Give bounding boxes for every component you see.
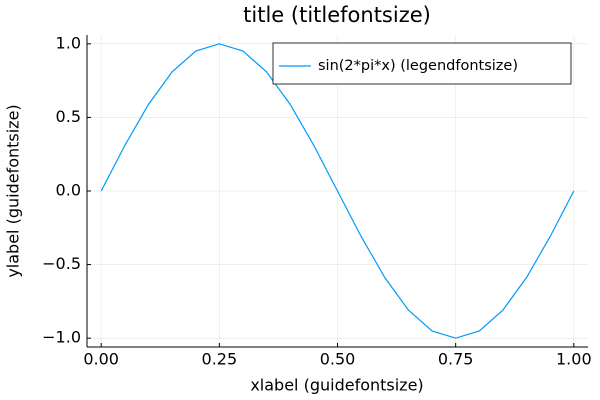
y-tick-label: −0.5: [42, 254, 81, 273]
x-axis-label: xlabel (guidefontsize): [250, 376, 423, 395]
y-tick-label: 0.5: [56, 107, 81, 126]
x-tick-label: 0.25: [202, 350, 238, 369]
legend-label: sin(2*pi*x) (legendfontsize): [318, 58, 518, 74]
x-tick-label: 0.00: [83, 350, 119, 369]
x-tick-label: 0.75: [438, 350, 474, 369]
y-tick-label: −1.0: [42, 328, 81, 347]
y-tick-label: 0.0: [56, 181, 81, 200]
chart-title: title (titlefontsize): [243, 3, 431, 27]
x-tick-label: 0.50: [320, 350, 356, 369]
legend-box: [272, 42, 572, 85]
series-line: [100, 43, 575, 339]
x-tick-label: 1.00: [556, 350, 592, 369]
y-axis-label: ylabel (guidefontsize): [4, 104, 23, 277]
y-tick-label: 1.0: [56, 33, 81, 52]
